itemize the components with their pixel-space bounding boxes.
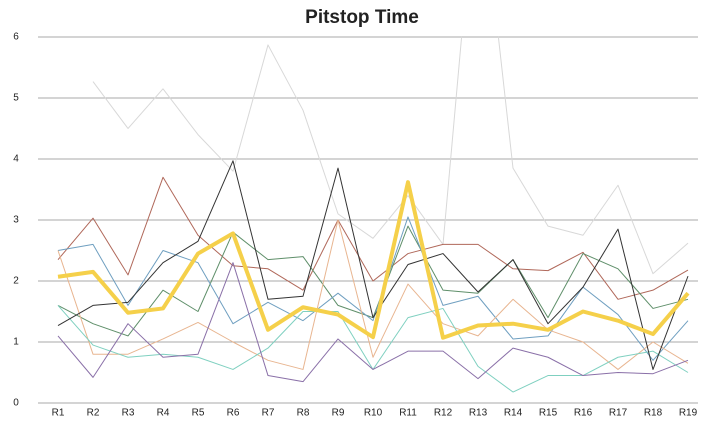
x-tick-label: R14 [504,408,523,419]
line-series [92,36,689,275]
x-tick-label: R8 [297,408,310,419]
x-tick-label: R10 [364,408,383,419]
x-tick-label: R4 [157,408,170,419]
x-tick-label: R7 [262,408,275,419]
x-tick-label: R2 [87,408,100,419]
x-tick-label: R9 [332,408,345,419]
chart-title: Pitstop Time [305,7,419,28]
x-tick-label: R16 [574,408,593,419]
line-series [57,219,689,370]
y-tick-label: 3 [13,215,19,226]
x-tick-label: R15 [539,408,558,419]
line-series [57,180,690,340]
y-tick-label: 0 [13,398,19,409]
x-tick-label: R6 [227,408,240,419]
line-series [57,160,689,370]
y-tick-label: 1 [13,337,19,348]
x-tick-label: R18 [644,408,663,419]
y-tick-label: 4 [13,154,19,165]
line-series [57,305,689,393]
x-tick-label: R1 [52,408,65,419]
x-tick-label: R5 [192,408,205,419]
y-tick-label: 2 [13,276,19,287]
line-series [57,176,689,300]
plot-area [57,36,690,393]
x-tick-label: R19 [679,408,698,419]
x-tick-label: R3 [122,408,135,419]
x-tick-label: R13 [469,408,488,419]
x-tick-label: R17 [609,408,628,419]
line-series [57,262,689,383]
y-tick-label: 6 [13,32,19,43]
y-tick-label: 5 [13,93,19,104]
x-tick-label: R12 [434,408,453,419]
x-tick-label: R11 [399,408,417,419]
